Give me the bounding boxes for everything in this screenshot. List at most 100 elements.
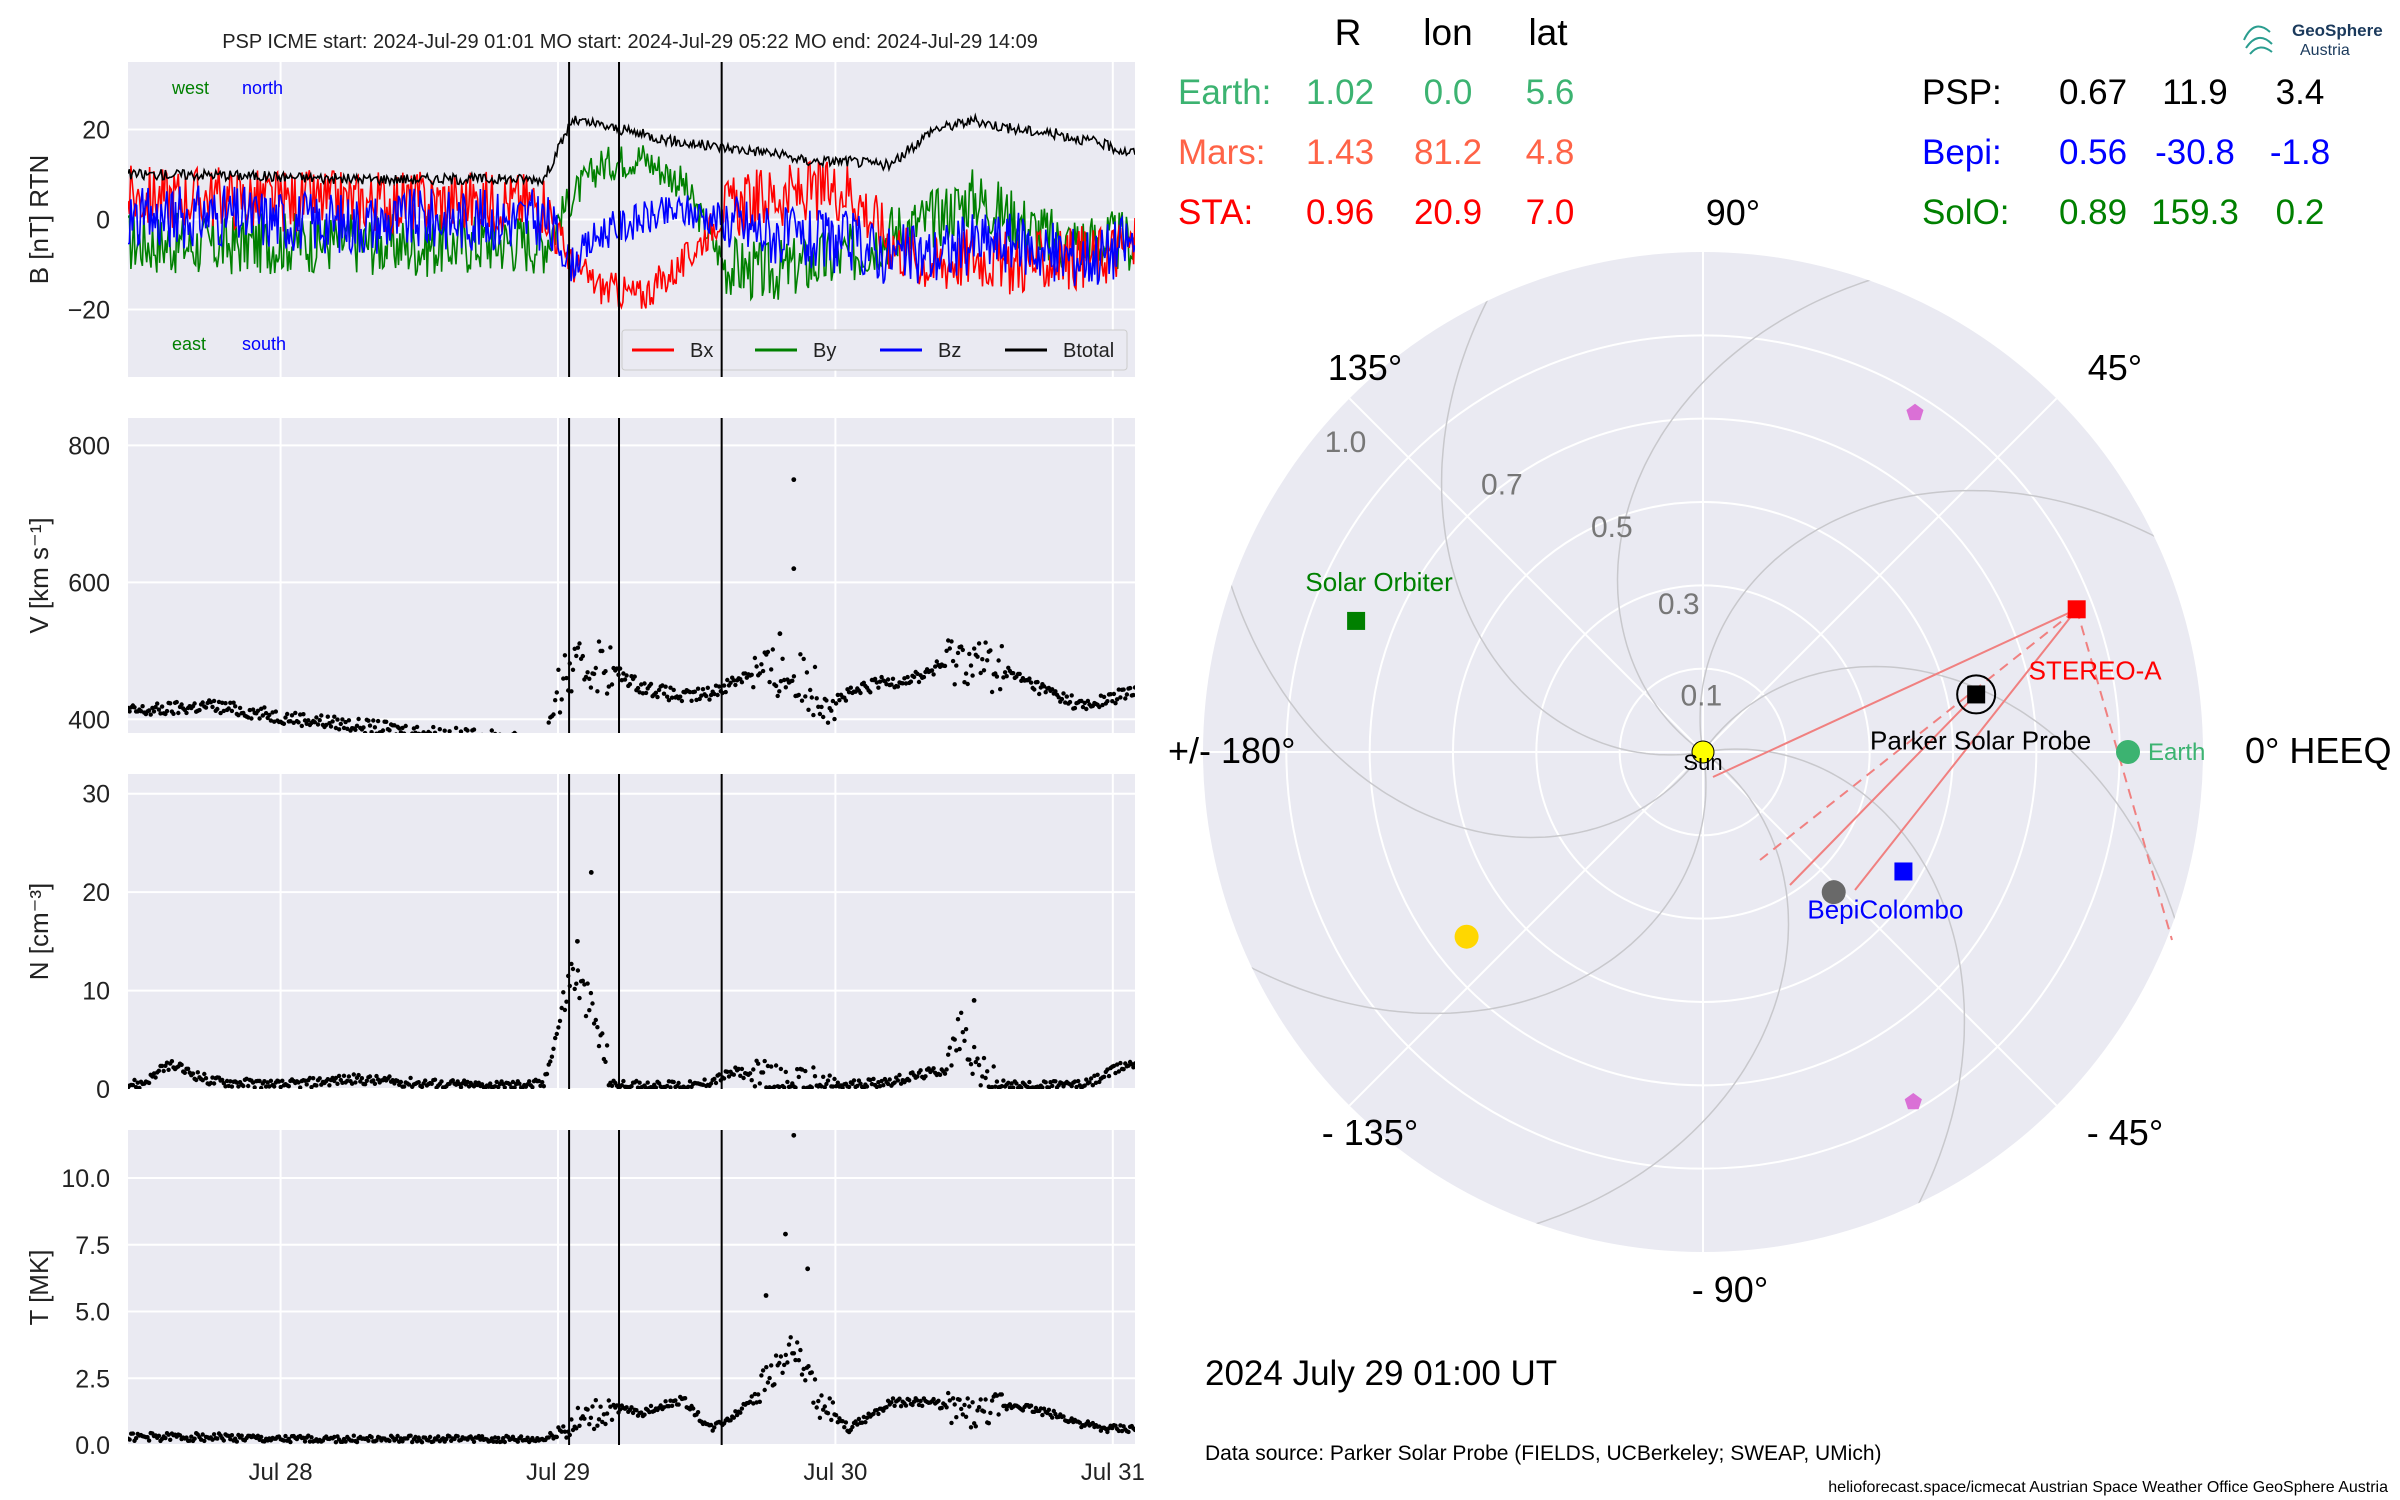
data-point xyxy=(996,1412,1001,1417)
angle-label: 135° xyxy=(1328,347,1402,388)
data-point xyxy=(871,1076,876,1082)
data-point xyxy=(981,1409,987,1414)
data-point xyxy=(1059,696,1065,702)
annotation-north: north xyxy=(242,78,283,98)
data-point xyxy=(530,742,534,746)
data-point xyxy=(556,1025,561,1030)
data-point xyxy=(418,732,423,733)
data-point xyxy=(829,1417,834,1423)
data-point xyxy=(604,1411,610,1416)
data-point xyxy=(679,698,685,704)
table-cell-lat: 3.4 xyxy=(2276,73,2325,112)
table-cell-lon: 11.9 xyxy=(2162,73,2228,112)
data-point xyxy=(194,1077,199,1083)
data-point xyxy=(200,700,205,705)
data-point xyxy=(609,682,615,687)
data-point xyxy=(850,1424,855,1430)
data-point xyxy=(876,1411,881,1417)
data-point xyxy=(494,1439,499,1445)
data-point xyxy=(369,1435,374,1440)
data-point xyxy=(1004,674,1009,679)
data-point xyxy=(296,720,301,725)
table-cell-lon: 81.2 xyxy=(1414,133,1482,172)
data-point xyxy=(600,648,605,654)
data-point xyxy=(372,725,378,730)
data-point xyxy=(187,1438,192,1443)
data-point xyxy=(907,1397,912,1403)
data-point xyxy=(159,1063,165,1069)
data-point xyxy=(229,1433,235,1438)
data-point xyxy=(588,1415,594,1421)
data-point xyxy=(559,1005,564,1011)
data-point xyxy=(1124,692,1130,697)
data-point xyxy=(541,1084,546,1089)
data-point xyxy=(783,1352,788,1358)
data-point xyxy=(283,1433,288,1439)
data-point xyxy=(447,1434,452,1439)
table-cell-lat: 7.0 xyxy=(1526,193,1575,232)
data-point xyxy=(345,1078,350,1084)
data-point xyxy=(496,742,500,746)
data-point xyxy=(575,645,581,650)
data-point xyxy=(387,728,392,733)
data-point xyxy=(796,1074,801,1080)
data-point xyxy=(551,1046,556,1052)
data-point xyxy=(734,1412,740,1418)
data-point xyxy=(765,1063,771,1069)
data-point xyxy=(608,645,613,650)
data-point xyxy=(622,677,628,682)
data-point xyxy=(780,656,785,661)
data-point xyxy=(447,729,452,733)
data-point xyxy=(843,698,849,703)
data-point xyxy=(246,1083,251,1089)
data-point xyxy=(1002,670,1008,675)
data-point xyxy=(973,1059,978,1065)
data-point xyxy=(179,1062,184,1068)
data-point xyxy=(333,1440,339,1445)
data-point xyxy=(846,1084,852,1089)
data-point xyxy=(778,1354,784,1359)
parker-spiral xyxy=(1215,751,1707,1015)
data-point xyxy=(666,698,672,703)
data-point xyxy=(1061,691,1066,696)
data-point xyxy=(569,1417,574,1422)
annotation-south: south xyxy=(242,334,286,354)
data-point xyxy=(772,1382,777,1387)
data-point xyxy=(952,1037,957,1042)
data-point xyxy=(665,694,670,699)
data-point xyxy=(949,1420,954,1426)
data-point xyxy=(414,724,420,730)
data-point xyxy=(298,712,303,717)
data-point xyxy=(532,738,536,742)
data-point xyxy=(517,1081,522,1086)
data-point xyxy=(195,1070,200,1075)
data-point xyxy=(890,676,896,681)
legend: Bx By Bz Btotal xyxy=(621,329,1128,371)
data-point-outlier xyxy=(575,938,580,944)
data-point xyxy=(283,715,288,720)
data-point xyxy=(151,709,157,714)
data-point xyxy=(501,1436,506,1441)
data-point xyxy=(356,1072,361,1078)
data-point xyxy=(163,1435,168,1441)
data-point xyxy=(756,1061,761,1066)
data-point xyxy=(548,1059,553,1064)
data-point xyxy=(1127,685,1133,691)
table-cell-lon: 159.3 xyxy=(2151,193,2239,232)
data-point xyxy=(366,718,371,723)
panel-density: 0 10 20 30 N [cm⁻³] xyxy=(24,774,1135,1104)
data-point xyxy=(749,1078,754,1083)
data-point xyxy=(174,699,179,705)
data-point xyxy=(983,640,988,645)
data-point xyxy=(752,1084,758,1089)
data-point xyxy=(164,708,170,714)
data-point xyxy=(773,683,779,689)
data-point xyxy=(832,1076,837,1082)
data-point xyxy=(1119,1428,1125,1434)
data-point xyxy=(257,1078,262,1084)
data-point xyxy=(855,1422,860,1427)
data-point xyxy=(387,1074,392,1079)
data-point xyxy=(596,1043,602,1049)
data-point xyxy=(1110,699,1115,704)
table-row-name: Mars: xyxy=(1178,133,1266,172)
